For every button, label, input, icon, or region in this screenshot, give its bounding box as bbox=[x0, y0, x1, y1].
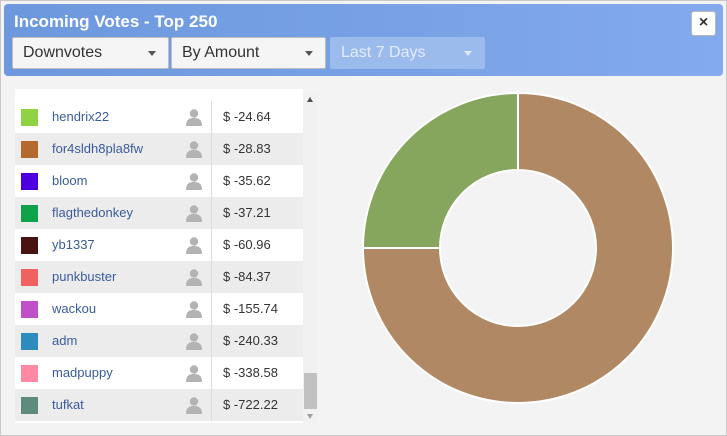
color-swatch bbox=[21, 237, 38, 254]
vote-amount: $ -60.96 bbox=[223, 237, 271, 252]
list-item[interactable]: hendrix22 $ -24.64 bbox=[15, 101, 303, 133]
vote-amount: $ -722.22 bbox=[223, 397, 278, 412]
sort-select[interactable]: By Amount bbox=[171, 37, 326, 69]
list-item[interactable]: yb1337 $ -60.96 bbox=[15, 229, 303, 261]
voter-list[interactable]: hendrix22 $ -24.64 for4sldh8pla8fw $ -28.83… bbox=[15, 89, 303, 423]
column-divider bbox=[211, 293, 212, 325]
color-swatch bbox=[21, 269, 38, 286]
column-divider bbox=[211, 389, 212, 421]
column-divider bbox=[211, 261, 212, 293]
column-divider bbox=[211, 197, 212, 229]
close-button[interactable]: × bbox=[691, 11, 716, 36]
scroll-down-arrow-icon[interactable] bbox=[307, 414, 313, 419]
vote-amount: $ -338.58 bbox=[223, 365, 278, 380]
vote-amount: $ -37.21 bbox=[223, 205, 271, 220]
color-swatch bbox=[21, 333, 38, 350]
vote-amount: $ -35.62 bbox=[223, 173, 271, 188]
voter-name-link[interactable]: for4sldh8pla8fw bbox=[52, 141, 144, 156]
user-icon[interactable] bbox=[185, 172, 203, 190]
chevron-down-icon bbox=[148, 51, 156, 56]
column-divider bbox=[211, 133, 212, 165]
vote-amount: $ -28.83 bbox=[223, 141, 271, 156]
column-divider bbox=[211, 229, 212, 261]
sort-value: By Amount bbox=[182, 44, 260, 61]
voter-name-link[interactable]: wackou bbox=[52, 301, 97, 316]
voter-name-link[interactable]: adm bbox=[52, 333, 78, 348]
voter-name-link[interactable]: hendrix22 bbox=[52, 109, 110, 124]
user-icon[interactable] bbox=[185, 396, 203, 414]
column-divider bbox=[211, 101, 212, 133]
vote-amount: $ -155.74 bbox=[223, 301, 278, 316]
list-item[interactable]: adm $ -240.33 bbox=[15, 325, 303, 357]
color-swatch bbox=[21, 141, 38, 158]
voter-name-link[interactable]: madpuppy bbox=[52, 365, 113, 380]
list-item[interactable]: wackou $ -155.74 bbox=[15, 293, 303, 325]
list-item[interactable]: punkbuster $ -84.37 bbox=[15, 261, 303, 293]
color-swatch bbox=[21, 205, 38, 222]
donut-slice-2[interactable] bbox=[361, 91, 519, 249]
voter-name-link[interactable]: flagthedonkey bbox=[52, 205, 133, 220]
user-icon[interactable] bbox=[185, 204, 203, 222]
list-item[interactable]: tufkat $ -722.22 bbox=[15, 389, 303, 421]
chevron-down-icon bbox=[464, 51, 472, 56]
user-icon[interactable] bbox=[185, 236, 203, 254]
list-scrollbar[interactable] bbox=[303, 93, 318, 423]
period-value: Last 7 Days bbox=[341, 44, 426, 61]
list-item[interactable]: madpuppy $ -338.58 bbox=[15, 357, 303, 389]
user-icon[interactable] bbox=[185, 364, 203, 382]
scroll-thumb[interactable] bbox=[304, 373, 317, 409]
user-icon[interactable] bbox=[185, 300, 203, 318]
user-icon[interactable] bbox=[185, 108, 203, 126]
color-swatch bbox=[21, 397, 38, 414]
voter-name-link[interactable]: bloom bbox=[52, 173, 88, 188]
user-icon[interactable] bbox=[185, 332, 203, 350]
column-divider bbox=[211, 165, 212, 197]
donut-chart bbox=[361, 91, 674, 404]
vote-type-select[interactable]: Downvotes bbox=[12, 37, 169, 69]
voter-name-link[interactable]: punkbuster bbox=[52, 269, 117, 284]
vote-amount: $ -240.33 bbox=[223, 333, 278, 348]
period-select: Last 7 Days bbox=[330, 37, 485, 69]
list-item[interactable]: for4sldh8pla8fw $ -28.83 bbox=[15, 133, 303, 165]
chevron-down-icon bbox=[305, 51, 313, 56]
donut-slice-1[interactable] bbox=[361, 91, 674, 404]
column-divider bbox=[211, 357, 212, 389]
color-swatch bbox=[21, 173, 38, 190]
voter-name-link[interactable]: yb1337 bbox=[52, 237, 95, 252]
scroll-up-arrow-icon[interactable] bbox=[307, 97, 313, 102]
voter-name-link[interactable]: tufkat bbox=[52, 397, 84, 412]
user-icon[interactable] bbox=[185, 140, 203, 158]
color-swatch bbox=[21, 365, 38, 382]
list-item[interactable]: bloom $ -35.62 bbox=[15, 165, 303, 197]
close-icon: × bbox=[698, 14, 709, 31]
list-item[interactable]: flagthedonkey $ -37.21 bbox=[15, 197, 303, 229]
user-icon[interactable] bbox=[185, 268, 203, 286]
vote-amount: $ -84.37 bbox=[223, 269, 271, 284]
vote-type-value: Downvotes bbox=[23, 44, 103, 61]
list-item-partial bbox=[15, 89, 303, 94]
vote-amount: $ -24.64 bbox=[223, 109, 271, 124]
color-swatch bbox=[21, 301, 38, 318]
color-swatch bbox=[21, 109, 38, 126]
window-header: Incoming Votes - Top 250 × Downvotes By … bbox=[4, 4, 723, 76]
window-title: Incoming Votes - Top 250 bbox=[14, 12, 218, 31]
column-divider bbox=[211, 325, 212, 357]
